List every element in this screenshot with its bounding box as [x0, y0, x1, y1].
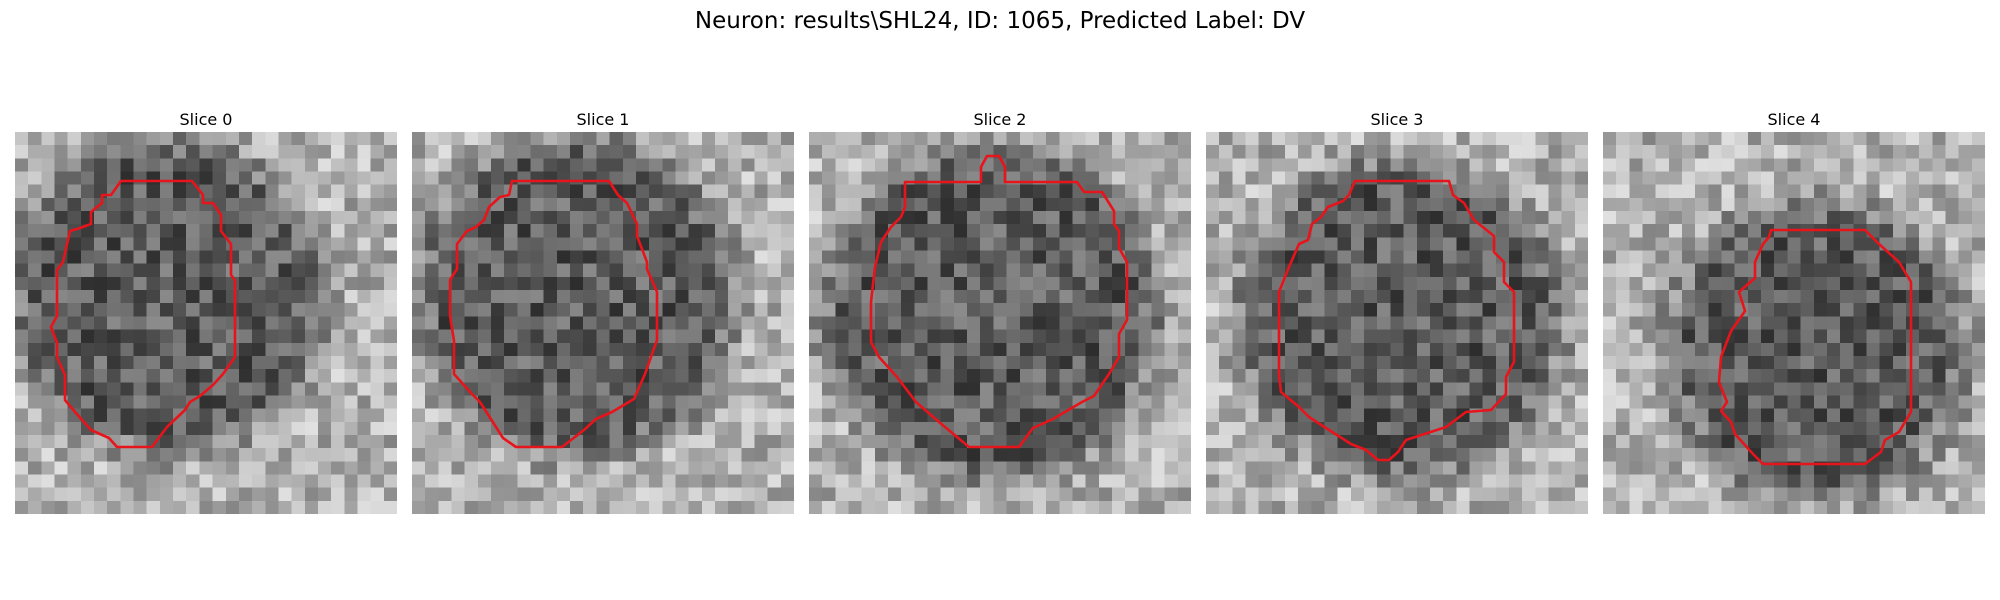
slice-title-3: Slice 3 [1370, 110, 1424, 129]
slice-panel-4: Slice 4 [1603, 108, 1985, 514]
roi-contour [1277, 179, 1516, 462]
slice-panel-1: Slice 1 [412, 108, 794, 514]
slice-image-4 [1603, 132, 1985, 514]
slice-panel-2: Slice 2 [809, 108, 1191, 514]
pixel-grid [1206, 132, 1588, 514]
pixel-grid [15, 132, 397, 514]
roi-contour [1717, 228, 1913, 466]
slice-title-0: Slice 0 [179, 110, 233, 129]
slice-title-2: Slice 2 [973, 110, 1027, 129]
roi-contour [49, 179, 237, 449]
slice-title-1: Slice 1 [576, 110, 630, 129]
pixel-grid [412, 132, 794, 514]
roi-contour [448, 179, 659, 449]
slice-title-4: Slice 4 [1767, 110, 1821, 129]
slice-image-2 [809, 132, 1191, 514]
slice-image-3 [1206, 132, 1588, 514]
slice-image-0 [15, 132, 397, 514]
figure-title: Neuron: results\SHL24, ID: 1065, Predict… [694, 8, 1306, 34]
roi-contour [869, 154, 1129, 449]
pixel-grid [809, 132, 1191, 514]
slice-image-1 [412, 132, 794, 514]
pixel-grid [1603, 132, 1985, 514]
slice-panel-3: Slice 3 [1206, 108, 1588, 514]
slice-panel-0: Slice 0 [15, 108, 397, 514]
